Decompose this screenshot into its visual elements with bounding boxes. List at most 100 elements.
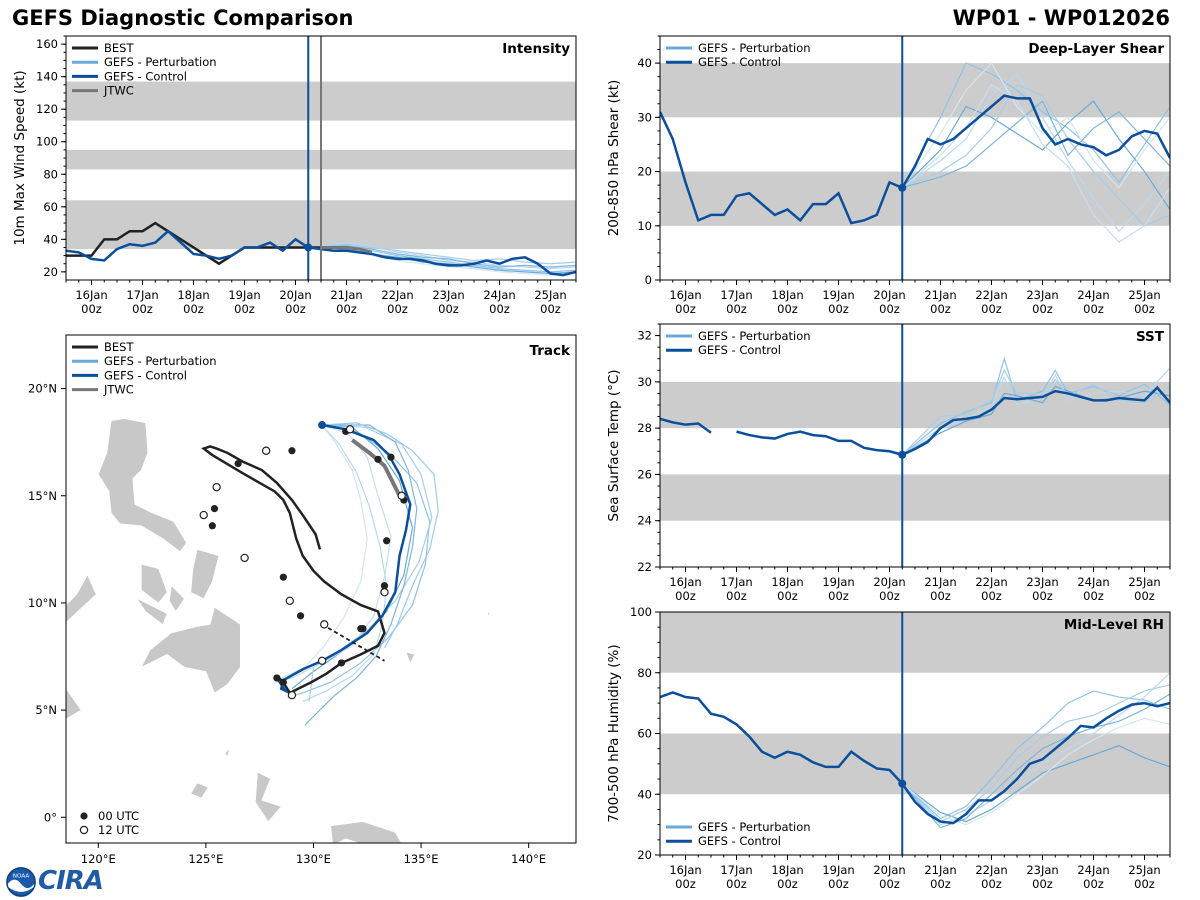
legend-label: GEFS - Perturbation — [104, 354, 217, 368]
perturbation-line — [901, 62, 1170, 189]
x-tick-label-hour: 00z — [285, 302, 306, 316]
control-line — [660, 417, 712, 434]
best-point-12utc — [320, 620, 329, 629]
land-mass — [168, 585, 185, 613]
perturbation-line — [308, 245, 576, 268]
land-mass — [141, 563, 168, 604]
control-line — [736, 385, 1170, 457]
best-point-00utc — [279, 573, 287, 581]
x-tick-label-hour: 00z — [1032, 877, 1053, 891]
perturbation-track — [302, 424, 388, 703]
marker-legend-12utc — [79, 825, 89, 835]
x-tick-label-hour: 00z — [930, 877, 951, 891]
plot-area — [660, 324, 1170, 567]
y-tick-label: 40 — [637, 787, 652, 801]
perturbation-line — [902, 84, 1170, 227]
perturbation-line — [902, 100, 1170, 189]
best-point-12utc — [261, 446, 271, 455]
x-tick-label: 125°E — [188, 852, 223, 866]
y-axis-label: 700-500 hPa Humidity (%) — [606, 644, 622, 822]
x-tick-label-hour: 00z — [879, 589, 900, 603]
panel-track: 120°E 125°E 130°E 135°E 140°E 0° 5°N 10°N 15°N 20… — [28, 334, 577, 866]
land-mass — [190, 548, 220, 600]
plot-area — [660, 36, 1170, 280]
legend-label: GEFS - Control — [698, 343, 781, 357]
x-tick-label-hour: 00z — [132, 302, 153, 316]
x-tick-label-date: 18Jan — [177, 288, 209, 302]
panel-title: Mid-Level RH — [1064, 617, 1164, 633]
y-tick-label: 5°N — [35, 703, 57, 717]
land-mass — [136, 597, 168, 625]
panel-intensity: 2040608010012014016016Jan00z17Jan00z18Ja… — [12, 35, 577, 316]
x-tick-label-date: 20Jan — [873, 863, 905, 877]
y-tick-label: 30 — [637, 110, 652, 124]
best-point-00utc — [380, 582, 389, 590]
panel-title: Intensity — [502, 41, 570, 57]
x-tick-label-hour: 00z — [438, 302, 459, 316]
marker-legend-label: 12 UTC — [98, 823, 139, 837]
land-mass — [487, 610, 491, 617]
y-tick-label: 0 — [645, 273, 652, 287]
x-tick-label-hour: 00z — [540, 302, 561, 316]
legend-label: BEST — [104, 41, 134, 55]
y-tick-label: 15°N — [28, 489, 57, 503]
perturbation-line — [308, 241, 576, 270]
x-tick-label-date: 23Jan — [1026, 575, 1058, 589]
y-axis-label: 200-850 hPa Shear (kt) — [606, 80, 622, 237]
x-tick-label-date: 16Jan — [669, 288, 701, 302]
x-tick-label-date: 25Jan — [1128, 863, 1160, 877]
panel-title: SST — [1136, 329, 1165, 345]
x-tick-label-hour: 00z — [1032, 302, 1053, 316]
x-tick-label-hour: 00z — [879, 877, 900, 891]
shaded-band — [660, 612, 1170, 673]
x-tick-label-date: 19Jan — [822, 863, 854, 877]
perturbation-track — [304, 424, 418, 726]
legend-label: GEFS - Control — [104, 368, 187, 382]
legend-label: JTWC — [103, 84, 134, 98]
perturbation-line — [901, 368, 1170, 456]
panel-rh: 2040608010016Jan00z17Jan00z18Jan00z19Jan… — [606, 605, 1171, 891]
x-tick-label-date: 17Jan — [720, 863, 752, 877]
x-tick-label-date: 22Jan — [381, 288, 413, 302]
x-tick-label-hour: 00z — [930, 589, 951, 603]
x-tick-label-date: 19Jan — [228, 288, 260, 302]
x-tick-label-date: 17Jan — [720, 575, 752, 589]
y-tick-label: 60 — [43, 200, 58, 214]
legend-label: GEFS - Control — [698, 834, 781, 848]
init-marker — [898, 450, 907, 459]
perturbation-line — [901, 684, 1170, 823]
control-init-point — [318, 421, 327, 430]
y-tick-label: 26 — [637, 467, 652, 481]
y-tick-label: 160 — [36, 37, 58, 51]
x-tick-label-hour: 00z — [1083, 877, 1104, 891]
x-tick-label-date: 19Jan — [822, 575, 854, 589]
shaded-band — [660, 63, 1170, 118]
map-area — [66, 418, 491, 843]
x-tick-label-date: 17Jan — [720, 288, 752, 302]
figure-title-left: GEFS Diagnostic Comparison — [12, 6, 354, 30]
shaded-band — [660, 733, 1170, 795]
x-tick-label-date: 22Jan — [975, 863, 1007, 877]
x-tick-label-date: 21Jan — [330, 288, 362, 302]
land-mass — [66, 688, 82, 720]
y-tick-label: 20 — [637, 848, 652, 862]
x-tick-label: 130°E — [296, 852, 331, 866]
cira-logo: CIRA — [38, 866, 104, 896]
perturbation-line — [901, 62, 1170, 189]
x-tick-label-date: 24Jan — [1077, 863, 1109, 877]
y-tick-label: 20 — [637, 165, 652, 179]
y-tick-label: 100 — [36, 135, 58, 149]
x-tick-label-hour: 00z — [828, 302, 849, 316]
x-tick-label-date: 16Jan — [75, 288, 107, 302]
x-tick-label-hour: 00z — [489, 302, 510, 316]
y-tick-label: 20 — [43, 265, 58, 279]
marker-legend-label: 00 UTC — [98, 809, 139, 823]
panel-sst: 22242628303216Jan00z17Jan00z18Jan00z19Ja… — [606, 323, 1171, 603]
x-tick-label-date: 24Jan — [1077, 575, 1109, 589]
x-tick-label-hour: 00z — [981, 589, 1002, 603]
perturbation-track — [274, 424, 392, 683]
y-tick-label: 120 — [36, 102, 58, 116]
best-point-00utc — [208, 522, 216, 530]
shaded-band — [660, 381, 1170, 429]
legend-label: GEFS - Perturbation — [104, 55, 217, 69]
